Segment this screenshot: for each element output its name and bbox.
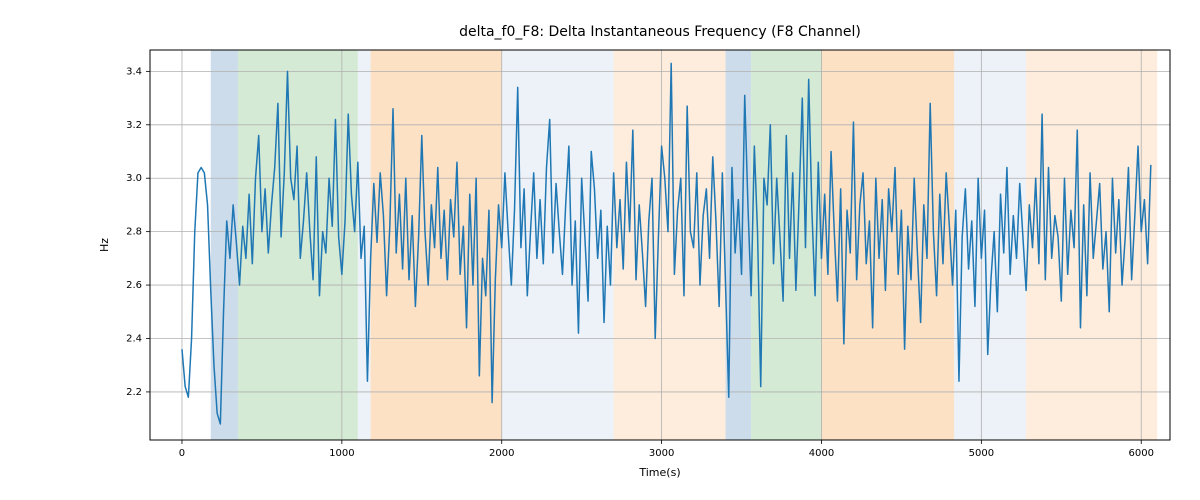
y-tick-label: 3.0 — [126, 173, 142, 184]
x-tick-label: 0 — [179, 448, 185, 459]
y-tick-label: 3.2 — [126, 120, 142, 131]
x-tick-label: 1000 — [329, 448, 354, 459]
x-axis-label: Time(s) — [638, 466, 680, 479]
x-tick-label: 2000 — [489, 448, 514, 459]
x-tick-label: 6000 — [1128, 448, 1153, 459]
y-axis-label: Hz — [98, 238, 111, 252]
x-tick-label: 4000 — [809, 448, 834, 459]
y-tick-label: 2.8 — [126, 227, 142, 238]
plot-area — [150, 50, 1170, 440]
y-tick-label: 2.4 — [126, 333, 142, 344]
chart-container: 0 1000 2000 3000 4000 5000 6000 2.2 2.4 2.6 2.8 3.0… — [0, 0, 1200, 500]
background-band — [751, 50, 821, 440]
chart-svg: 0 1000 2000 3000 4000 5000 6000 2.2 2.4 2.6 2.8 3.0… — [0, 0, 1200, 500]
y-tick-label: 2.2 — [126, 387, 142, 398]
background-band — [371, 50, 502, 440]
y-tick-label: 3.4 — [126, 66, 142, 77]
x-tick-label: 5000 — [969, 448, 994, 459]
chart-title: delta_f0_F8: Delta Instantaneous Frequen… — [459, 24, 861, 40]
x-tick-label: 3000 — [649, 448, 674, 459]
y-tick-label: 2.6 — [126, 280, 142, 291]
